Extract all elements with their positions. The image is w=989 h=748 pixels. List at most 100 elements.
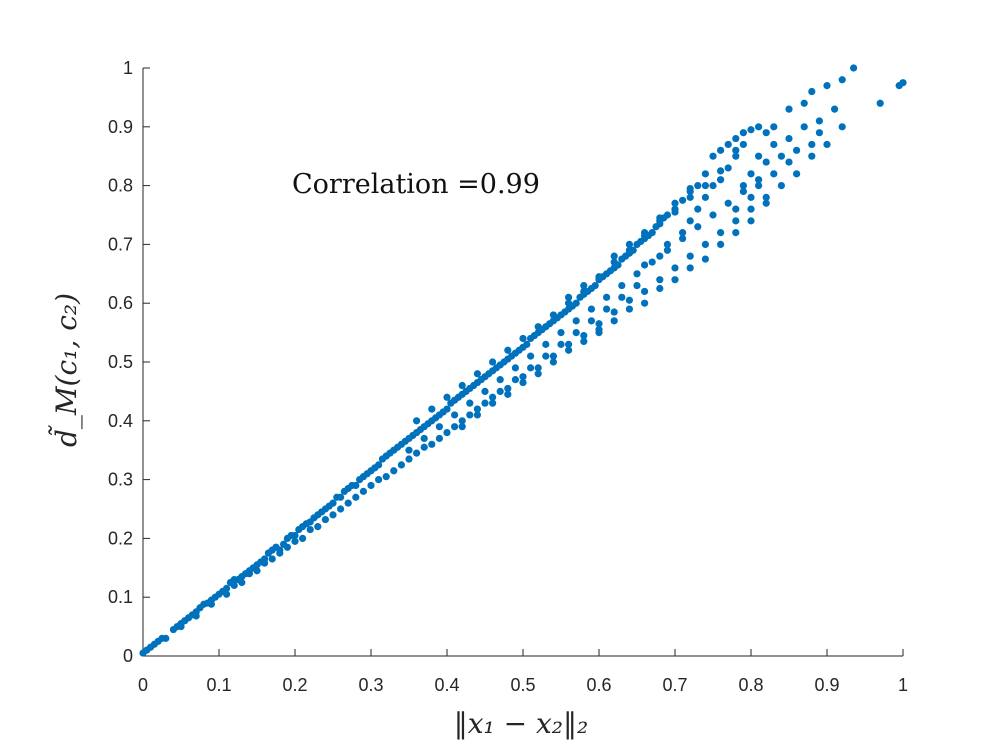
scatter-point: [192, 612, 200, 620]
scatter-point: [717, 240, 725, 248]
x-tick-label: 0: [138, 675, 148, 695]
x-tick-label: 0.7: [662, 675, 687, 695]
scatter-point: [641, 229, 649, 237]
scatter-point: [656, 252, 664, 260]
scatter-point: [443, 405, 451, 413]
scatter-point: [405, 455, 413, 463]
scatter-point: [177, 623, 185, 631]
scatter-point: [671, 208, 679, 216]
scatter-point: [329, 511, 337, 519]
scatter-point: [701, 240, 710, 248]
scatter-point: [375, 461, 383, 469]
y-tick-label: 0.4: [108, 411, 133, 431]
scatter-point: [496, 376, 504, 384]
scatter-point: [321, 515, 329, 524]
scatter-point: [625, 305, 634, 313]
scatter-point: [565, 293, 573, 301]
scatter-point: [527, 364, 535, 372]
x-tick-label: 0.8: [738, 675, 763, 695]
correlation-annotation: Correlation =0.99: [292, 169, 540, 200]
scatter-point: [523, 340, 531, 348]
x-tick-label: 0.4: [434, 675, 459, 695]
scatter-point: [747, 170, 755, 178]
scatter-point: [724, 140, 732, 149]
scatter-point: [755, 176, 763, 184]
scatter-point: [656, 284, 664, 293]
scatter-point: [686, 184, 694, 193]
y-tick-label: 0: [123, 646, 133, 666]
scatter-point: [466, 399, 474, 407]
x-tick-label: 0.3: [358, 675, 383, 695]
scatter-point: [717, 229, 725, 237]
scatter-point: [352, 481, 360, 490]
scatter-point: [663, 240, 672, 248]
scatter-point: [580, 331, 588, 340]
scatter-point: [565, 299, 573, 307]
scatter-point: [428, 440, 436, 448]
scatter-point: [458, 381, 466, 390]
scatter-point: [732, 229, 740, 237]
y-tick-label: 0.2: [108, 528, 133, 548]
scatter-point: [732, 134, 740, 143]
scatter-point: [823, 82, 831, 90]
scatter-point: [466, 411, 474, 419]
scatter-point: [808, 87, 816, 96]
scatter-point: [739, 187, 748, 196]
scatter-point: [850, 64, 858, 72]
scatter-point: [739, 129, 748, 137]
scatter-point: [542, 352, 550, 360]
scatter-point: [610, 308, 618, 316]
scatter-point: [428, 405, 436, 413]
scatter-point: [618, 281, 626, 290]
scatter-point: [641, 261, 649, 269]
scatter-point: [375, 476, 383, 484]
scatter-point: [283, 543, 291, 551]
scatter-point: [793, 170, 801, 178]
scatter-point: [785, 105, 793, 113]
scatter-point: [473, 405, 481, 413]
scatter-point: [701, 170, 710, 178]
scatter-point: [648, 258, 656, 266]
scatter-point: [382, 473, 390, 481]
scatter-point: [747, 205, 755, 213]
scatter-point: [603, 293, 611, 301]
scatter-point: [709, 152, 717, 160]
scatter-point: [534, 364, 542, 372]
scatter-point: [641, 299, 649, 307]
scatter-point: [458, 417, 466, 425]
scatter-point: [413, 449, 421, 457]
scatter-point: [815, 129, 824, 137]
scatter-point: [663, 246, 672, 254]
scatter-point: [701, 182, 710, 190]
scatter-point: [489, 358, 497, 366]
y-axis-ticks: 0 0.1 0.2 0.3 0.4 0.5 0.6 0.7 0.8 0.9 1: [108, 58, 150, 666]
scatter-point: [580, 281, 588, 290]
scatter-point: [230, 581, 238, 590]
x-axis-label: ‖x₁ − x₂‖₂: [454, 707, 589, 740]
scatter-point: [591, 281, 599, 290]
scatter-point: [420, 434, 428, 443]
y-tick-label: 1: [123, 58, 133, 78]
scatter-point: [405, 446, 413, 454]
scatter-point: [489, 399, 497, 407]
scatter-point: [344, 499, 352, 507]
scatter-point: [329, 499, 337, 507]
scatter-point: [367, 481, 375, 490]
scatter-point: [337, 505, 345, 513]
scatter-point: [701, 193, 710, 201]
scatter-point: [504, 384, 512, 393]
scatter-point: [473, 411, 481, 419]
scatter-point: [534, 370, 542, 378]
scatter-point: [679, 234, 687, 243]
scatter-point: [337, 493, 345, 501]
scatter-point: [565, 346, 573, 354]
scatter-point: [549, 311, 558, 319]
scatter-point: [580, 287, 588, 296]
scatter-point: [732, 152, 740, 160]
scatter-point: [618, 293, 626, 301]
scatter-point: [299, 534, 307, 543]
scatter-point: [625, 296, 634, 304]
scatter-point: [261, 559, 269, 567]
scatter-point: [359, 487, 367, 495]
scatter-point: [625, 240, 634, 248]
